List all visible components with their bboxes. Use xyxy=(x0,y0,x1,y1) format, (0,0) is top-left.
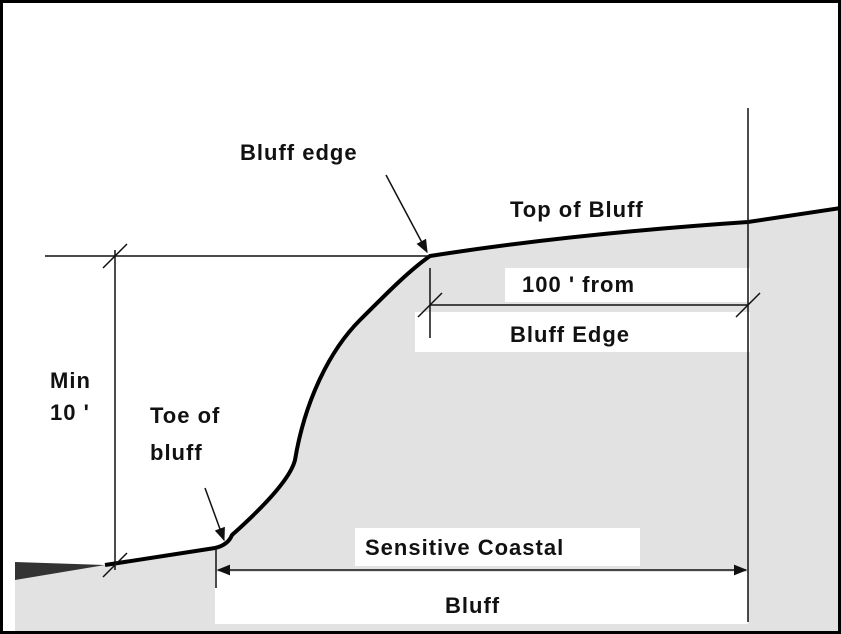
pointer-arrow xyxy=(204,487,225,542)
label: Sensitive Coastal xyxy=(365,535,564,560)
label: Min xyxy=(50,368,91,393)
label: Top of Bluff xyxy=(510,197,644,222)
label-strip xyxy=(215,572,748,624)
label: Bluff Edge xyxy=(510,322,630,347)
profile-line xyxy=(104,206,841,567)
label: bluff xyxy=(150,440,203,465)
tick xyxy=(417,292,443,318)
label: Toe of xyxy=(150,403,220,428)
label: Bluff xyxy=(445,593,500,618)
water xyxy=(15,562,105,580)
label: 100 ' from xyxy=(522,272,635,297)
label-box xyxy=(505,268,750,302)
label: 10 ' xyxy=(50,400,90,425)
tick xyxy=(735,292,761,318)
label-box xyxy=(355,528,640,566)
pointer-arrow xyxy=(385,174,428,254)
tick xyxy=(102,552,128,578)
label-box xyxy=(415,312,750,352)
tick xyxy=(102,243,128,269)
label: Bluff edge xyxy=(240,140,358,165)
